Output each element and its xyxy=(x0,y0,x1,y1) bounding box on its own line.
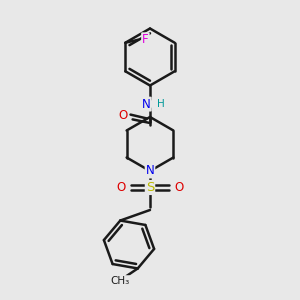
Text: O: O xyxy=(118,109,127,122)
Text: CH₃: CH₃ xyxy=(110,276,129,286)
Text: N: N xyxy=(142,98,151,111)
Text: S: S xyxy=(146,181,154,194)
Text: F: F xyxy=(142,33,149,46)
Text: H: H xyxy=(157,99,164,109)
Text: N: N xyxy=(146,164,154,178)
Text: O: O xyxy=(116,181,125,194)
Text: O: O xyxy=(175,181,184,194)
